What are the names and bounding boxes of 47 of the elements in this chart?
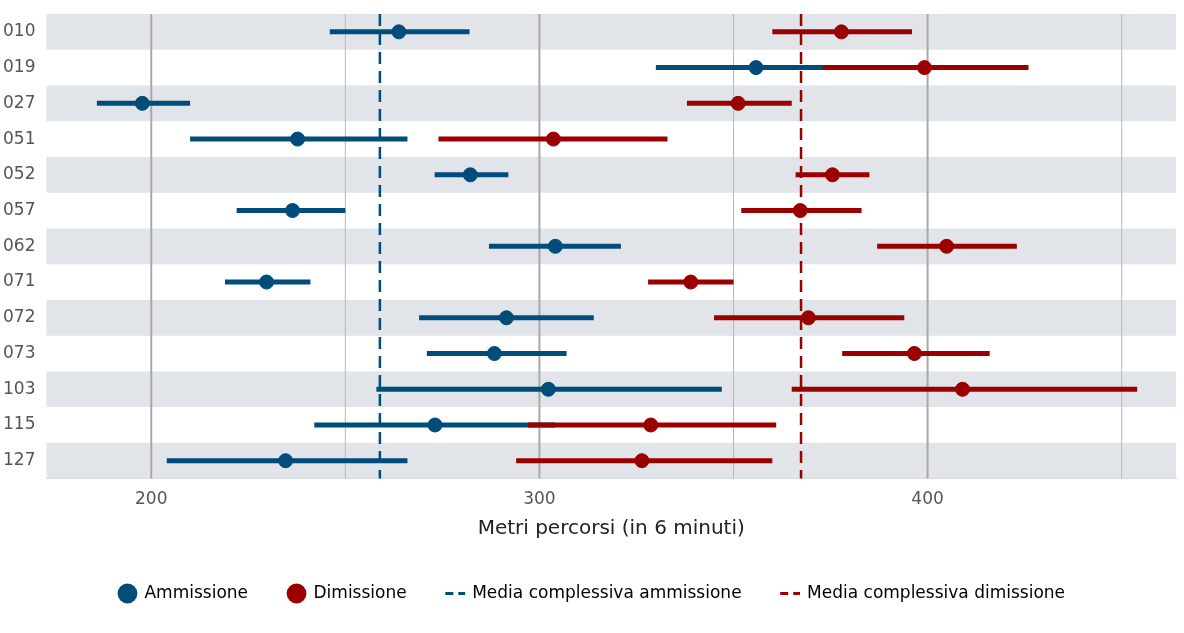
- legend-label: Ammissione: [144, 581, 249, 602]
- point: [955, 381, 971, 397]
- y-tick-label: 019: [2, 56, 36, 77]
- y-tick-label: 073: [2, 341, 36, 362]
- y-tick-label: 062: [2, 234, 36, 255]
- x-axis-title: Metri percorsi (in 6 minuti): [477, 515, 745, 540]
- y-tick-label: 127: [2, 449, 36, 470]
- y-tick-label: 027: [2, 91, 36, 112]
- point: [134, 95, 150, 111]
- point: [824, 167, 840, 183]
- y-tick-label: 051: [2, 127, 36, 148]
- y-tick-label: 010: [2, 20, 36, 41]
- point: [462, 167, 478, 183]
- y-tick-label: 052: [2, 163, 36, 184]
- point: [833, 24, 849, 40]
- point: [278, 453, 294, 469]
- x-tick-label: 200: [135, 488, 168, 509]
- point: [540, 381, 556, 397]
- y-tick-label: 072: [2, 306, 36, 327]
- point: [916, 60, 932, 76]
- point: [285, 203, 301, 219]
- legend-label: Media complessiva ammissione: [472, 581, 742, 602]
- x-tick-label: 400: [911, 488, 944, 509]
- y-tick-label: 115: [2, 413, 36, 434]
- point: [259, 274, 275, 290]
- point: [391, 24, 407, 40]
- point: [427, 417, 443, 433]
- point: [486, 346, 502, 362]
- point: [634, 453, 650, 469]
- point: [792, 203, 808, 219]
- y-tick-label: 103: [2, 377, 36, 398]
- point: [730, 95, 746, 111]
- legend-label: Dimissione: [313, 581, 407, 602]
- point: [498, 310, 514, 326]
- point: [683, 274, 699, 290]
- point: [547, 238, 563, 254]
- point: [290, 131, 306, 147]
- point: [748, 60, 764, 76]
- point: [545, 131, 561, 147]
- y-tick-label: 071: [2, 270, 36, 291]
- x-tick-label: 300: [523, 488, 556, 509]
- point: [906, 346, 922, 362]
- point: [939, 238, 955, 254]
- y-tick-label: 057: [2, 198, 36, 219]
- legend-label: Media complessiva dimissione: [807, 581, 1066, 602]
- point: [800, 310, 816, 326]
- point: [643, 417, 659, 433]
